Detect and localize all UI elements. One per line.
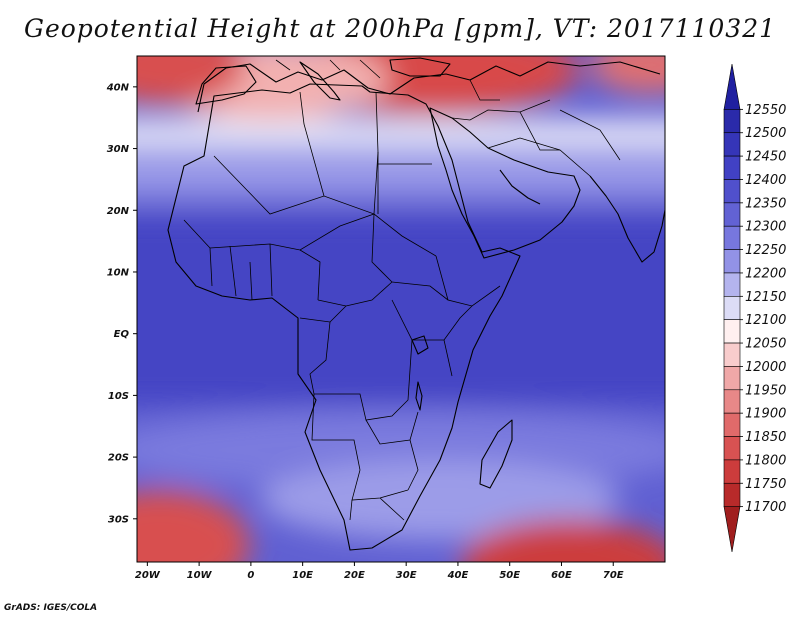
colorbar-swatch [723, 225, 741, 250]
ridge-northeast [590, 56, 665, 93]
italy [299, 61, 341, 101]
x-tick-label: 40E [447, 570, 469, 581]
y-axis: 40N 30N 20N 10N EQ 10S 20S 30S [106, 82, 137, 525]
x-tick-label: 20W [135, 570, 161, 581]
colorbar-label: 11750 [745, 477, 786, 492]
europe-coastline [197, 61, 661, 113]
colorbar-swatch [723, 366, 741, 391]
border-central [317, 281, 393, 307]
colorbar-label: 11850 [745, 430, 786, 445]
border-europe [275, 59, 500, 101]
y-tick-label: 10N [107, 267, 130, 278]
colorbar-label: 12250 [745, 243, 786, 258]
band-light-blue-north [137, 150, 665, 195]
black-sea [389, 57, 451, 77]
colorbar-label: 11700 [745, 500, 786, 515]
y-tick-label: 40N [106, 82, 130, 93]
colorbar-swatch [723, 459, 741, 484]
x-tick-label: 0 [247, 570, 254, 581]
colorbar-label: 12000 [745, 360, 786, 375]
border-east-africa [412, 305, 473, 377]
colorbar-swatch [723, 179, 741, 204]
colorbar-label: 12100 [745, 313, 786, 328]
trough-southwest [137, 490, 250, 562]
colorbar-label: 12350 [745, 196, 786, 211]
y-tick-label: 20N [107, 206, 130, 217]
x-tick-label: 10W [187, 570, 213, 581]
colorbar-swatch [723, 296, 741, 320]
colorbar-swatch [723, 202, 741, 227]
colorbar-swatch [723, 412, 741, 437]
colorbar-swatch [723, 272, 741, 297]
india-coastline [589, 175, 665, 263]
border-sudan-chad [371, 213, 393, 283]
colorbar-label: 12400 [745, 173, 786, 188]
height-field [137, 56, 665, 562]
colorbar-label: 12300 [745, 220, 786, 235]
africa-coastline [167, 83, 521, 551]
colorbar-label: 12050 [745, 337, 786, 352]
border-west-africa [183, 219, 253, 301]
map-frame [136, 55, 666, 563]
colorbar-swatch [723, 132, 741, 157]
border-ethiopia [435, 255, 501, 307]
colorbar-swatch [723, 342, 741, 367]
colorbar-swatch [723, 482, 741, 507]
y-tick-label: 10S [108, 391, 129, 402]
y-tick-label: 30N [107, 144, 130, 155]
colorbar-swatch [723, 319, 741, 344]
colorbar: 12550 12500 12450 12400 12350 12300 12250 12200… [723, 63, 786, 553]
madagascar-coastline [479, 419, 513, 489]
border-libya-egypt [375, 91, 379, 214]
border-drc [309, 299, 413, 421]
band-pale-north [137, 118, 665, 148]
border-middle-east [451, 99, 591, 177]
border-mozambique [351, 439, 419, 501]
colorbar-label: 11900 [745, 407, 786, 422]
iberia [195, 65, 257, 105]
x-tick-label: 50E [499, 570, 520, 581]
colorbar-label: 12150 [745, 290, 786, 305]
chart-title: Geopotential Height at 200hPa [gpm], VT:… [23, 14, 777, 43]
y-tick-label: 20S [108, 453, 129, 464]
colorbar-swatch [723, 155, 741, 180]
colorbar-label: 11950 [745, 383, 786, 398]
x-tick-label: 70E [603, 570, 624, 581]
border-nigeria [269, 243, 321, 301]
y-tick-label: EQ [114, 329, 130, 340]
colorbar-label: 12550 [745, 103, 786, 118]
colorbar-label: 12450 [745, 150, 786, 165]
x-tick-label: 60E [551, 570, 572, 581]
colorbar-swatch [723, 389, 741, 414]
border-namibia-sa [349, 497, 405, 521]
border-sudan-south [391, 281, 449, 301]
colorbar-label: 12500 [745, 126, 786, 141]
border-zambia [365, 411, 419, 445]
colorbar-swatch [723, 109, 741, 134]
colorbar-label: 12200 [745, 266, 786, 281]
x-axis: 20W 10W 0 10E 20E 30E 40E 50E 60E 70E [135, 562, 624, 581]
credit-text: GrADS: IGES/COLA [4, 603, 98, 613]
colorbar-swatch-bottom [723, 506, 741, 553]
border-angola [311, 393, 361, 471]
trough-southeast [460, 520, 665, 562]
border-iran [519, 109, 621, 161]
y-tick-label: 30S [108, 514, 129, 525]
border-algeria-libya [299, 91, 325, 197]
colorbar-swatch [723, 249, 741, 274]
band-deep-blue [137, 215, 665, 405]
colorbar-swatch-top [723, 63, 741, 110]
x-tick-label: 20E [344, 570, 365, 581]
colorbar-label: 11800 [745, 453, 786, 468]
lake-victoria [411, 335, 429, 355]
colorbar-swatch [723, 436, 741, 461]
borders [183, 59, 621, 521]
x-tick-label: 10E [292, 570, 313, 581]
lake-malawi [415, 381, 423, 411]
x-tick-label: 30E [396, 570, 417, 581]
persian-gulf [499, 169, 541, 205]
